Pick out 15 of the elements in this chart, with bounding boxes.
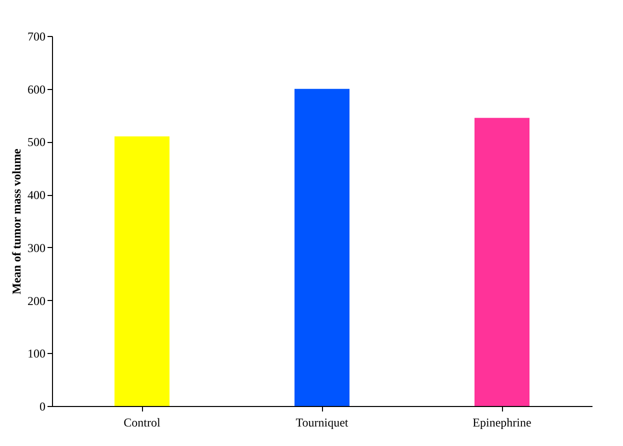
y-tick-label: 400: [28, 188, 46, 202]
y-tick-label: 300: [28, 240, 46, 255]
y-tick-label: 200: [28, 294, 46, 308]
y-tick-label: 100: [28, 346, 46, 361]
y-tick-label: 0: [40, 400, 46, 414]
bar: [114, 136, 170, 406]
y-tick-label: 500: [28, 135, 46, 150]
x-tick-label: Tourniquet: [296, 416, 349, 430]
x-tick-label: Control: [124, 416, 161, 430]
x-tick-label: Epinephrine: [472, 416, 532, 430]
y-tick-label: 700: [28, 30, 46, 44]
y-tick-label: 600: [28, 82, 46, 96]
y-axis-title: Mean of tumor mass volume: [10, 148, 24, 294]
bar: [474, 118, 530, 406]
bar: [294, 88, 350, 406]
